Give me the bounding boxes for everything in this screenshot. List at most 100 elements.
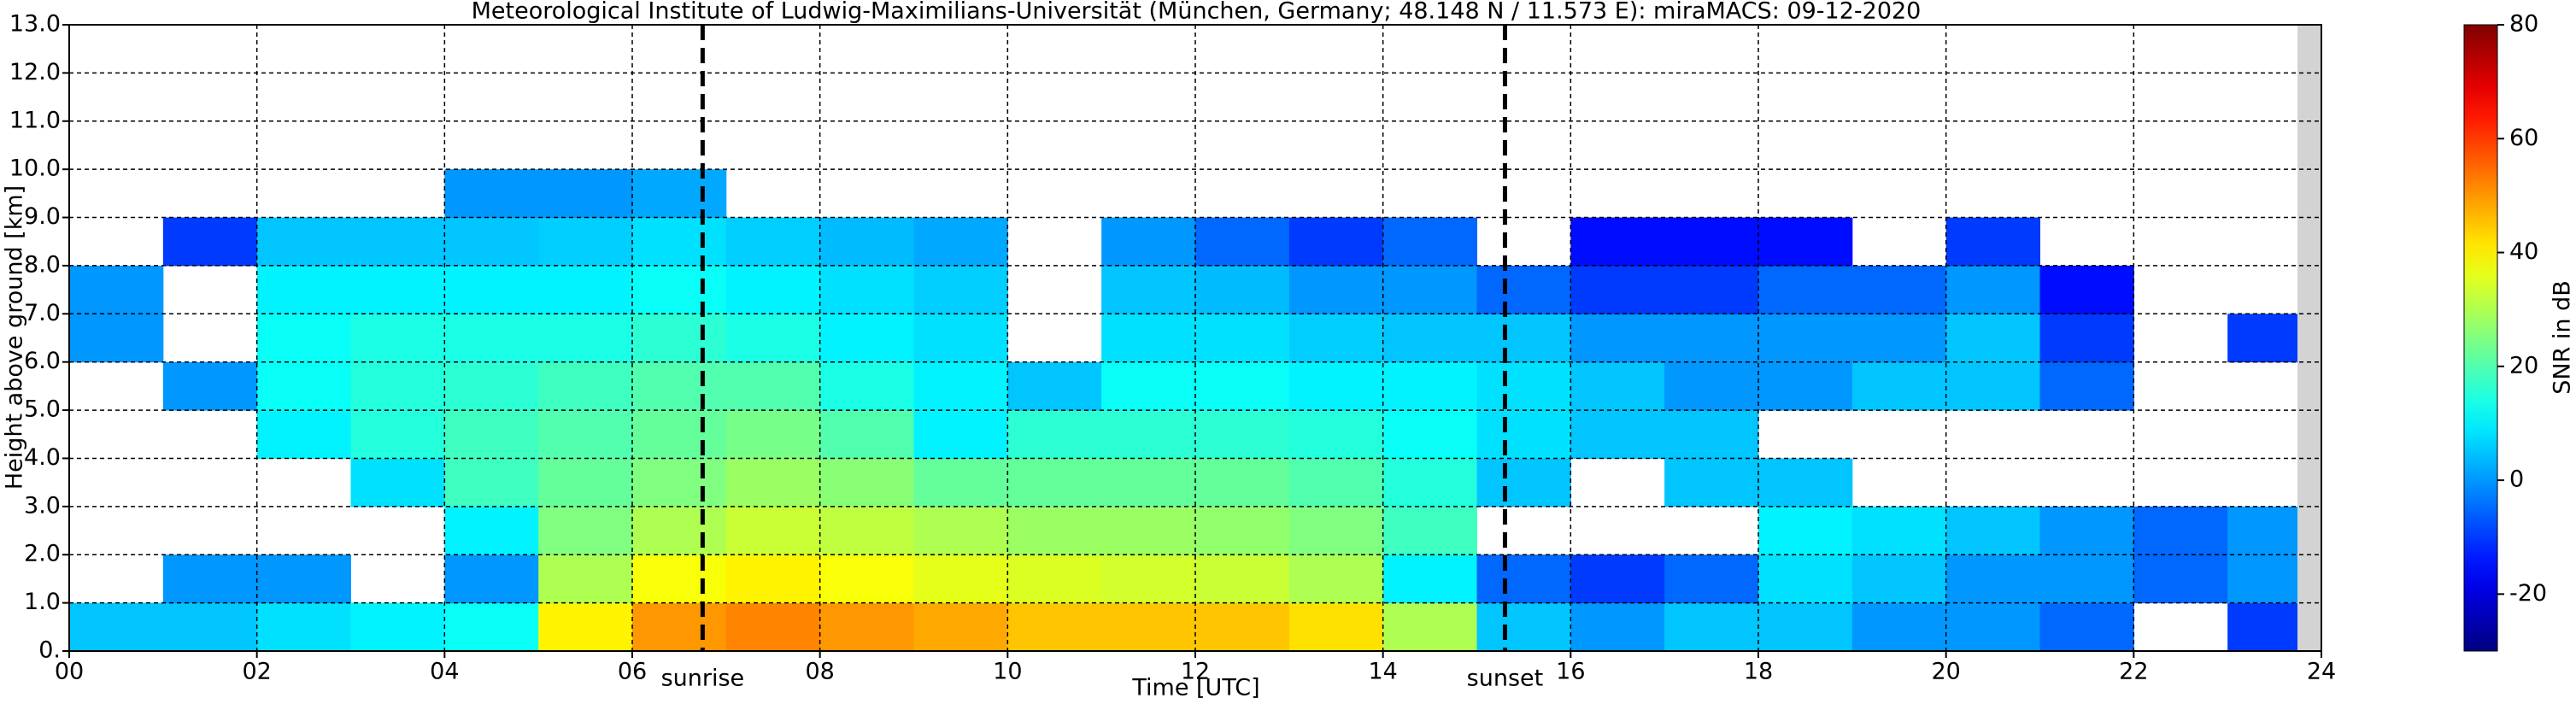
heatmap-cell: [1195, 506, 1290, 555]
heatmap-cell: [913, 602, 1008, 652]
heatmap-cell: [913, 265, 1008, 314]
heatmap-cell: [1195, 602, 1290, 652]
heatmap-cell: [1758, 458, 1853, 507]
y-tick-label: 8.0: [24, 251, 61, 278]
x-tick-label: 20: [1931, 659, 1960, 685]
heatmap-cell: [632, 554, 727, 604]
heatmap-cell: [69, 314, 164, 363]
heatmap-cell: [1382, 554, 1477, 604]
heatmap-cell: [444, 506, 539, 555]
heatmap-cell: [1664, 410, 1759, 459]
heatmap-cell: [913, 217, 1008, 267]
heatmap-cell: [1476, 361, 1571, 411]
heatmap-cell: [350, 217, 445, 267]
heatmap-cell: [632, 506, 727, 555]
heatmap-cell: [256, 314, 351, 363]
heatmap-cell: [913, 554, 1008, 604]
y-tick-label: 2.0: [24, 541, 61, 567]
heatmap-cell: [1007, 554, 1102, 604]
heatmap-cell: [1288, 265, 1384, 314]
colorbar-label: SNR in dB: [2550, 280, 2576, 395]
heatmap-cell: [162, 217, 258, 267]
heatmap-cell: [1288, 314, 1384, 363]
heatmap-cell: [819, 458, 914, 507]
heatmap-cell: [632, 458, 727, 507]
colorbar: [2463, 24, 2498, 652]
heatmap-cell: [350, 602, 445, 652]
x-tick-label: 16: [1556, 659, 1585, 685]
heatmap-cell: [538, 169, 633, 219]
annotation-label: sunset: [1467, 666, 1544, 692]
heatmap-cell: [350, 361, 445, 411]
heatmap-cell: [913, 314, 1008, 363]
y-tick-label: 10.0: [9, 155, 61, 182]
heatmap-cell: [1288, 361, 1384, 411]
heatmap-cell: [1945, 554, 2040, 604]
x-tick-label: 24: [2307, 659, 2336, 685]
heatmap-cell: [819, 217, 914, 267]
chart-title: Meteorological Institute of Ludwig-Maxim…: [472, 0, 1922, 25]
heatmap-cell: [1195, 265, 1290, 314]
heatmap-cell: [538, 410, 633, 459]
heatmap-cell: [538, 506, 633, 555]
heatmap: [69, 169, 2322, 652]
y-tick-label: 13.0: [9, 11, 61, 38]
heatmap-cell: [1101, 458, 1196, 507]
heatmap-cell: [632, 265, 727, 314]
heatmap-cell: [1007, 506, 1102, 555]
heatmap-cell: [1851, 602, 1947, 652]
heatmap-cell: [1758, 602, 1853, 652]
heatmap-cell: [1195, 458, 1290, 507]
heatmap-cell: [444, 314, 539, 363]
heatmap-cell: [538, 361, 633, 411]
heatmap-cell: [1101, 506, 1196, 555]
heatmap-cell: [1851, 314, 1947, 363]
heatmap-cell: [1007, 410, 1102, 459]
colorbar-tick-label: -20: [2509, 580, 2547, 607]
heatmap-cell: [1945, 217, 2040, 267]
x-tick-label: 08: [805, 659, 834, 685]
heatmap-cell: [1945, 506, 2040, 555]
heatmap-cell: [1101, 554, 1196, 604]
y-tick-label: 0.: [38, 637, 61, 664]
heatmap-cell: [444, 458, 539, 507]
heatmap-cell: [2039, 314, 2134, 363]
heatmap-cell: [69, 602, 164, 652]
heatmap-cell: [256, 410, 351, 459]
heatmap-cell: [1382, 602, 1477, 652]
heatmap-cell: [538, 314, 633, 363]
heatmap-cell: [444, 265, 539, 314]
heatmap-cell: [1570, 314, 1665, 363]
heatmap-cell: [1195, 217, 1290, 267]
heatmap-cell: [444, 361, 539, 411]
heatmap-cell: [1476, 265, 1571, 314]
heatmap-cell: [256, 361, 351, 411]
heatmap-cell: [725, 458, 821, 507]
heatmap-cell: [1945, 265, 2040, 314]
heatmap-cell: [1476, 554, 1571, 604]
x-tick-label: 04: [430, 659, 459, 685]
heatmap-cell: [1570, 410, 1665, 459]
heatmap-cell: [1758, 361, 1853, 411]
heatmap-cell: [2039, 506, 2134, 555]
heatmap-cell: [1288, 217, 1384, 267]
heatmap-cell: [1476, 314, 1571, 363]
heatmap-cell: [1007, 602, 1102, 652]
heatmap-cell: [725, 361, 821, 411]
heatmap-cell: [1664, 314, 1759, 363]
heatmap-cell: [2039, 361, 2134, 411]
heatmap-cell: [1570, 361, 1665, 411]
heatmap-cell: [913, 458, 1008, 507]
heatmap-cell: [2039, 554, 2134, 604]
heatmap-cell: [1382, 361, 1477, 411]
heatmap-cell: [632, 410, 727, 459]
x-tick-label: 22: [2119, 659, 2148, 685]
heatmap-cell: [350, 314, 445, 363]
heatmap-cell: [538, 554, 633, 604]
heatmap-cell: [1664, 217, 1759, 267]
heatmap-cell: [1101, 265, 1196, 314]
y-tick-label: 5.0: [24, 396, 61, 423]
heatmap-cell: [1101, 602, 1196, 652]
heatmap-cell: [1382, 314, 1477, 363]
heatmap-cell: [350, 410, 445, 459]
